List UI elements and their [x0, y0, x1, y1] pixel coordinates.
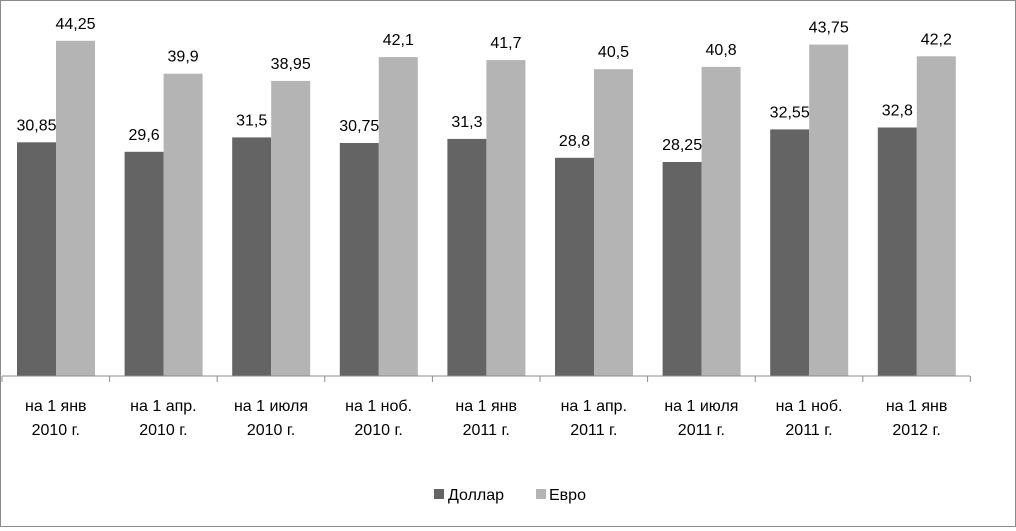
x-tick-label: на 1 ноб.: [776, 398, 843, 415]
data-label: 29,6: [129, 127, 160, 144]
data-label: 32,55: [770, 104, 810, 121]
legend-label-euro: Евро: [549, 487, 586, 504]
bar-euro: [486, 60, 526, 376]
x-tick-label: на 1 апр.: [130, 398, 196, 415]
x-tick-label: 2011 г.: [678, 422, 725, 439]
x-tick-label: 2010 г.: [354, 422, 402, 439]
data-label: 42,1: [383, 32, 414, 49]
data-label: 31,5: [236, 112, 267, 129]
bars-layer: [17, 40, 956, 377]
bar-dollar: [770, 129, 810, 376]
data-label: 31,3: [451, 114, 482, 131]
x-tick-label: на 1 апр.: [561, 398, 627, 415]
bar-euro: [701, 66, 741, 377]
data-label: 41,7: [490, 35, 521, 52]
data-label: 28,25: [662, 137, 702, 154]
bar-euro: [271, 80, 311, 377]
data-label: 30,85: [16, 117, 56, 134]
data-label: 40,5: [598, 44, 629, 61]
bar-dollar: [232, 137, 272, 376]
bar-euro: [378, 57, 418, 376]
data-label: 28,8: [559, 133, 590, 150]
bar-dollar: [17, 142, 56, 376]
data-label: 32,8: [882, 103, 913, 120]
x-tick-label: на 1 янв: [886, 398, 948, 415]
bar-dollar: [447, 138, 487, 376]
bar-dollar: [555, 157, 594, 376]
data-label: 44,25: [55, 16, 95, 33]
bar-dollar: [339, 143, 379, 376]
x-tick-label: 2010 г.: [247, 422, 295, 439]
data-label: 30,75: [339, 118, 379, 135]
x-tick-label: на 1 янв: [455, 398, 517, 415]
legend-swatch-dollar: [434, 489, 444, 499]
legend: Доллар Евро: [434, 487, 586, 504]
bar-euro: [809, 44, 849, 376]
data-labels-layer: 30,85 44,25 29,6 39,9 31,5 38,95 30,75 42,1 31,3…: [16, 16, 951, 154]
x-tick-label: на 1 июля: [664, 398, 738, 415]
x-tick-label: 2010 г.: [32, 422, 80, 439]
data-label: 38,95: [271, 56, 311, 73]
data-label: 42,2: [921, 31, 952, 48]
bar-dollar: [662, 162, 702, 376]
bar-euro: [163, 73, 203, 376]
bar-euro: [594, 69, 633, 376]
bar-dollar: [124, 151, 164, 376]
data-label: 40,8: [706, 42, 737, 59]
data-label: 43,75: [809, 20, 849, 37]
legend-swatch-euro: [536, 489, 546, 499]
bar-euro: [916, 56, 956, 377]
legend-label-dollar: Доллар: [448, 487, 504, 504]
bar-dollar: [877, 127, 917, 376]
x-tick-label: на 1 июля: [234, 398, 308, 415]
x-tick-label: 2011 г.: [785, 422, 832, 439]
x-tick-label: на 1 ноб.: [345, 398, 412, 415]
x-tick-label: 2011 г.: [463, 422, 510, 439]
x-tick-label: на 1 янв: [25, 398, 87, 415]
x-axis-tick-labels: на 1 янв 2010 г. на 1 апр. 2010 г. на 1 июля…: [25, 398, 947, 439]
x-axis-ticks: [1, 376, 971, 382]
x-tick-label: 2012 г.: [892, 422, 940, 439]
bar-euro: [56, 40, 95, 377]
x-tick-label: 2010 г.: [139, 422, 187, 439]
x-tick-label: 2011 г.: [570, 422, 617, 439]
data-label: 39,9: [168, 49, 199, 66]
